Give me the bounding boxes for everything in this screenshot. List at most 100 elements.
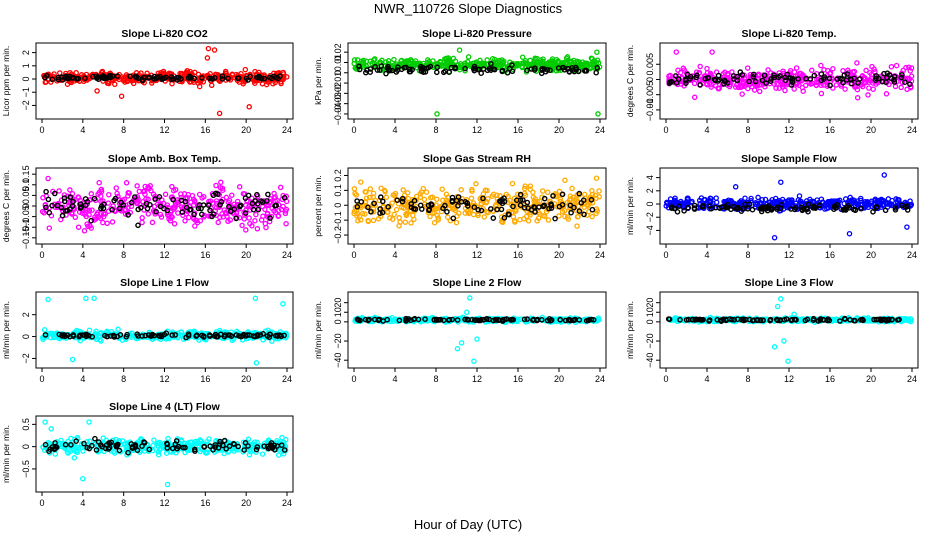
reference-point	[264, 198, 270, 204]
reference-point	[394, 197, 401, 203]
panel-title: Slope Amb. Box Temp.	[108, 153, 221, 165]
data-point	[732, 84, 739, 90]
reference-point	[371, 200, 377, 207]
data-point	[72, 214, 79, 221]
reference-point	[114, 73, 121, 79]
data-point	[86, 327, 93, 333]
data-point	[407, 57, 414, 63]
data-point	[796, 193, 803, 199]
data-point	[566, 197, 573, 203]
data-point	[142, 191, 148, 197]
reference-point	[566, 68, 573, 75]
data-point	[697, 63, 703, 70]
data-point	[564, 54, 571, 60]
reference-point	[782, 77, 789, 83]
reference-point	[49, 202, 55, 209]
y-axis-label: degrees C per min.	[625, 45, 635, 117]
x-tick-label: 16	[200, 250, 210, 260]
outlier-point	[709, 49, 715, 55]
data-point	[185, 214, 192, 221]
data-point	[571, 59, 578, 66]
data-point	[421, 196, 428, 203]
data-point	[793, 65, 800, 71]
data-point	[260, 337, 266, 343]
data-point	[218, 179, 224, 186]
x-tick-label: 12	[784, 250, 794, 260]
reference-point	[697, 82, 703, 88]
data-point	[549, 56, 556, 62]
reference-point	[212, 190, 219, 197]
reference-point	[687, 76, 693, 82]
reference-point	[857, 76, 863, 82]
x-tick-label: 24	[282, 250, 292, 260]
outlier-point	[881, 172, 888, 178]
data-point	[908, 65, 915, 71]
reference-point	[59, 212, 66, 219]
data-point	[755, 194, 761, 201]
reference-point	[127, 73, 133, 80]
data-point	[480, 191, 487, 197]
reference-point	[44, 72, 50, 79]
data-point	[756, 88, 763, 95]
data-point	[226, 197, 233, 204]
x-tick-label: 0	[351, 250, 356, 260]
reference-point	[209, 76, 216, 82]
x-tick-label: 16	[513, 374, 523, 384]
reference-point	[837, 75, 843, 82]
reference-point	[43, 204, 49, 211]
reference-point	[487, 206, 494, 212]
data-point	[393, 206, 400, 213]
reference-point	[891, 73, 898, 80]
reference-point	[807, 76, 814, 82]
data-point	[263, 81, 270, 88]
panel-title: Slope Li-820 CO2	[121, 28, 208, 40]
data-point	[363, 58, 370, 64]
panel-title: Slope Li-820 Pressure	[422, 28, 532, 40]
y-tick-label: −2	[21, 353, 31, 363]
reference-point	[548, 201, 554, 207]
data-point	[243, 227, 249, 233]
data-point	[574, 214, 581, 220]
data-point	[906, 64, 912, 70]
x-tick-label: 0	[663, 125, 668, 135]
data-point	[452, 207, 459, 214]
outlier-point	[854, 94, 861, 101]
reference-point	[433, 69, 440, 76]
reference-point	[385, 203, 392, 210]
data-point	[825, 198, 831, 205]
data-point	[151, 203, 158, 210]
data-point	[41, 327, 48, 333]
data-point	[754, 200, 761, 206]
data-point	[574, 223, 580, 229]
data-point	[445, 194, 451, 201]
reference-point	[170, 76, 176, 82]
data-point	[275, 452, 282, 458]
data-point	[141, 188, 148, 194]
reference-point	[231, 206, 237, 212]
data-point	[389, 216, 396, 222]
data-point	[578, 63, 585, 70]
data-point	[772, 195, 779, 202]
reference-point	[464, 200, 471, 206]
y-tick-label: 0	[21, 203, 31, 208]
reference-point	[64, 74, 71, 81]
data-point	[855, 201, 861, 208]
reference-point	[541, 202, 548, 209]
reference-point	[531, 204, 537, 210]
reference-point	[394, 64, 401, 70]
data-point	[456, 210, 462, 216]
data-point	[689, 198, 695, 205]
reference-point	[199, 75, 205, 81]
data-point	[170, 206, 177, 212]
data-point	[519, 64, 526, 71]
data-point	[722, 69, 728, 76]
outlier-point	[86, 419, 92, 425]
reference-point	[761, 72, 768, 79]
data-point	[383, 194, 390, 201]
x-tick-label: 20	[554, 250, 564, 260]
reference-point	[98, 205, 104, 212]
reference-point	[378, 63, 385, 69]
reference-point	[891, 79, 898, 85]
